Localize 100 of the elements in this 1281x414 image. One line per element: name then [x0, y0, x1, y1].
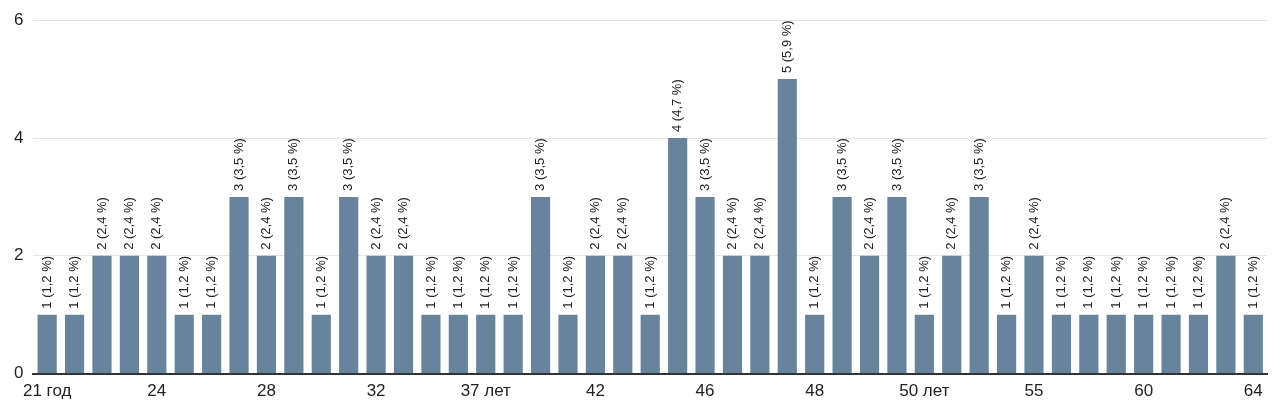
bar: [1079, 314, 1099, 374]
data-label: 2 (2,4 %): [93, 197, 109, 250]
bar: [147, 255, 167, 374]
x-tick-label: 64: [1243, 381, 1263, 401]
bar: [914, 314, 934, 374]
bar: [229, 196, 249, 374]
bar: [585, 255, 605, 374]
y-tick-label: 4: [13, 127, 24, 147]
x-tick-label: 46: [695, 381, 715, 401]
data-label: 1 (1,2 %): [203, 255, 219, 309]
data-label: 3 (3,5 %): [888, 138, 904, 191]
bar: [969, 196, 989, 374]
bar: [1051, 314, 1071, 374]
bar: [640, 314, 660, 374]
data-label: 1 (1,2 %): [312, 255, 328, 309]
data-label: 1 (1,2 %): [1052, 255, 1068, 309]
data-label: 1 (1,2 %): [641, 255, 657, 309]
x-tick-label: 48: [805, 381, 825, 401]
x-tick-label: 60: [1134, 381, 1154, 401]
data-label: 3 (3,5 %): [696, 138, 712, 191]
data-label: 1 (1,2 %): [66, 255, 82, 309]
x-tick-label: 42: [585, 381, 605, 401]
bar: [668, 138, 688, 374]
y-tick-label: 6: [13, 9, 24, 29]
bar: [448, 314, 468, 374]
data-label: 1 (1,2 %): [1162, 255, 1178, 309]
y-tick-label: 2: [13, 245, 24, 265]
data-label: 2 (2,4 %): [1025, 197, 1041, 250]
data-label: 2 (2,4 %): [943, 197, 959, 250]
x-tick-label: 24: [147, 381, 167, 401]
data-label: 2 (2,4 %): [586, 197, 602, 250]
data-label: 2 (2,4 %): [724, 197, 740, 250]
data-label: 5 (5,9 %): [778, 20, 794, 74]
data-label: 1 (1,2 %): [1080, 255, 1096, 309]
data-label: 1 (1,2 %): [1107, 255, 1123, 309]
data-label: 2 (2,4 %): [1217, 197, 1233, 250]
bar: [284, 196, 304, 374]
bar: [202, 314, 222, 374]
x-tick-label: 37 лет: [460, 381, 512, 401]
bar: [37, 314, 57, 374]
bar: [777, 79, 797, 374]
data-label: 1 (1,2 %): [504, 255, 520, 309]
bar: [1188, 314, 1209, 374]
bar: [256, 255, 277, 374]
bar: [119, 255, 139, 374]
data-label: 2 (2,4 %): [751, 197, 767, 250]
data-label: 3 (3,5 %): [970, 138, 986, 191]
data-label: 2 (2,4 %): [367, 197, 383, 250]
bar: [174, 314, 194, 374]
data-label: 1 (1,2 %): [477, 255, 493, 309]
x-tick-label: 21 год: [22, 381, 72, 401]
data-label: 2 (2,4 %): [861, 197, 877, 250]
bar: [722, 255, 743, 374]
data-label: 3 (3,5 %): [285, 138, 301, 191]
data-label: 1 (1,2 %): [915, 255, 931, 309]
data-label: 1 (1,2 %): [175, 255, 191, 309]
bar: [1243, 314, 1263, 374]
bar: [613, 255, 633, 374]
data-label: 2 (2,4 %): [614, 197, 630, 250]
bar: [695, 196, 715, 374]
data-label: 2 (2,4 %): [148, 197, 164, 250]
data-label: 2 (2,4 %): [258, 197, 274, 250]
bar: [942, 255, 962, 374]
bar: [859, 255, 880, 374]
data-label: 4 (4,7 %): [669, 79, 685, 132]
bar: [558, 314, 578, 374]
x-tick-label: 32: [366, 381, 386, 401]
bar: [476, 314, 496, 374]
bar: [366, 255, 386, 374]
x-tick-label: 28: [257, 381, 276, 401]
data-label: 2 (2,4 %): [120, 197, 136, 250]
data-label: 1 (1,2 %): [559, 255, 575, 309]
data-label: 1 (1,2 %): [998, 255, 1014, 309]
bar: [887, 196, 907, 374]
bar: [421, 314, 441, 374]
bar: [1024, 255, 1044, 374]
bar: [805, 314, 825, 374]
x-tick-label: 50 лет: [899, 381, 950, 401]
data-label: 1 (1,2 %): [1244, 255, 1260, 309]
data-label: 1 (1,2 %): [449, 255, 465, 309]
bar: [832, 196, 852, 374]
bar: [503, 314, 523, 374]
bar: [750, 255, 770, 374]
bar: [996, 314, 1017, 374]
data-label: 1 (1,2 %): [1190, 255, 1206, 309]
bar: [530, 196, 551, 374]
x-tick-label: 55: [1024, 381, 1044, 401]
data-label: 1 (1,2 %): [1135, 255, 1151, 309]
data-label: 3 (3,5 %): [340, 138, 356, 191]
data-label: 2 (2,4 %): [395, 197, 411, 250]
bar: [1161, 314, 1181, 374]
bar: [339, 196, 359, 374]
bar: [92, 255, 112, 374]
data-label: 1 (1,2 %): [806, 255, 822, 309]
data-label: 1 (1,2 %): [422, 255, 438, 309]
bar: [1216, 255, 1236, 374]
data-label: 3 (3,5 %): [230, 138, 246, 191]
bar: [311, 314, 331, 374]
data-label: 1 (1,2 %): [38, 255, 54, 309]
y-tick-label: 0: [13, 363, 24, 383]
